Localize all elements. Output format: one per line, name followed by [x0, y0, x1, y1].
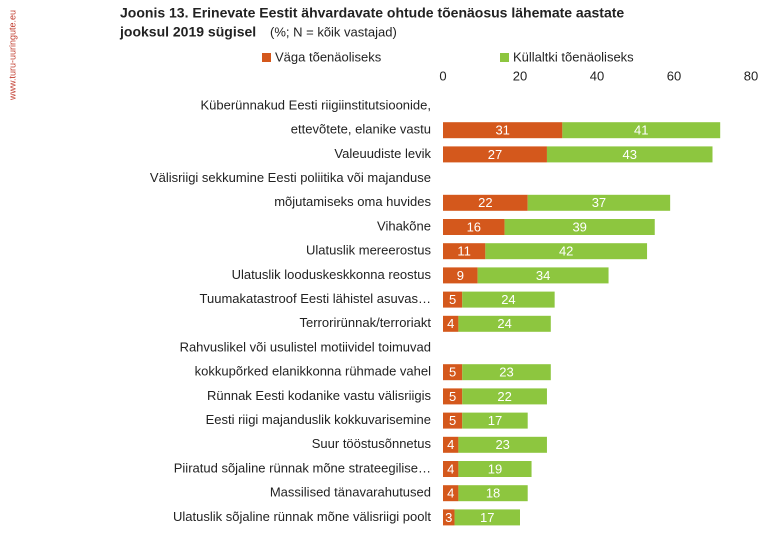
x-tick-label: 0: [439, 68, 446, 83]
value-label: 41: [634, 123, 648, 138]
chart-subtitle: (%; N = kõik vastajad): [270, 24, 397, 39]
bar-segment: [443, 194, 528, 211]
x-tick-label: 80: [744, 68, 758, 83]
bar-segment: [527, 194, 671, 211]
value-label: 37: [592, 195, 606, 210]
value-label: 39: [572, 219, 586, 234]
value-label: 11: [457, 244, 471, 259]
bar-segment: [443, 122, 563, 139]
category-label: Ulatuslik sõjaline rünnak mõne välisriig…: [173, 509, 431, 524]
x-tick-label: 60: [667, 68, 681, 83]
bar-segment: [443, 243, 486, 260]
bar-segment: [458, 436, 547, 453]
legend-swatch: [500, 53, 509, 62]
bar-segment: [443, 219, 505, 235]
bar-segment: [462, 291, 555, 308]
legend-swatch: [262, 53, 271, 62]
value-label: 19: [488, 461, 502, 476]
bar-segment: [454, 509, 520, 526]
value-label: 22: [478, 195, 492, 210]
bar-segment: [458, 461, 532, 477]
bar-segment: [443, 267, 478, 284]
bar-segment: [546, 146, 713, 163]
bar-segment: [443, 412, 463, 429]
category-label: mõjutamiseks oma huvides: [274, 194, 431, 209]
value-label: 4: [447, 461, 454, 476]
value-label: 17: [488, 413, 502, 428]
value-label: 42: [559, 244, 573, 259]
value-label: 23: [499, 365, 513, 380]
bar-segment: [477, 267, 609, 284]
bar-segment: [458, 485, 528, 502]
category-label: Terrorirünnak/terroriakt: [300, 315, 432, 330]
bar-segment: [443, 485, 459, 502]
bar-segment: [443, 388, 463, 405]
bar-segment: [443, 291, 463, 308]
value-label: 5: [449, 413, 456, 428]
value-label: 34: [536, 268, 550, 283]
value-label: 31: [495, 123, 509, 138]
bar-segment: [443, 315, 459, 332]
bar-segment: [462, 364, 551, 381]
value-label: 5: [449, 365, 456, 380]
bar-segment: [562, 122, 721, 139]
value-label: 24: [501, 292, 515, 307]
chart-title: Joonis 13. Erinevate Eestit ähvardavate …: [120, 5, 624, 21]
value-label: 22: [497, 389, 511, 404]
watermark: www.turu-uuringute.eu: [7, 10, 17, 101]
bar-segment: [458, 315, 551, 332]
category-label: kokkupõrked elanikkonna rühmade vahel: [195, 364, 431, 379]
value-label: 16: [467, 219, 481, 234]
value-label: 43: [622, 147, 636, 162]
value-label: 3: [445, 510, 452, 525]
legend-label: Väga tõenäoliseks: [275, 49, 382, 64]
category-label: Välisriigi sekkumine Eesti poliitika või…: [150, 170, 431, 185]
bar-segment: [485, 243, 648, 260]
category-label: Eesti riigi majanduslik kokkuvarisemine: [206, 412, 431, 427]
value-label: 4: [447, 486, 454, 501]
category-label: Suur tööstusõnnetus: [312, 436, 432, 451]
value-label: 17: [480, 510, 494, 525]
value-label: 27: [488, 147, 502, 162]
value-label: 5: [449, 292, 456, 307]
x-tick-label: 40: [590, 68, 604, 83]
value-label: 24: [497, 316, 511, 331]
category-label: Massilised tänavarahutused: [270, 485, 431, 500]
bar-segment: [504, 219, 655, 235]
legend-label: Küllaltki tõenäoliseks: [513, 49, 634, 64]
category-label: ettevõtete, elanike vastu: [291, 122, 431, 137]
category-label: Valeuudiste levik: [334, 146, 431, 161]
category-label: Küberünnakud Eesti riigiinstitutsioonide…: [200, 97, 431, 112]
value-label: 9: [457, 268, 464, 283]
category-label: Vihakõne: [377, 218, 431, 233]
bar-segment: [443, 436, 459, 453]
bar-segment: [443, 509, 455, 526]
category-label: Ulatuslik mereerostus: [306, 243, 431, 258]
bar-segment: [462, 412, 528, 429]
bar-segment: [443, 461, 459, 477]
value-label: 5: [449, 389, 456, 404]
bar-segment: [443, 146, 547, 163]
bar-segment: [462, 388, 547, 405]
category-label: Rünnak Eesti kodanike vastu välisriigis: [207, 388, 431, 403]
category-label: Rahvuslikel või usulistel motiividel toi…: [180, 339, 431, 354]
chart-title: jooksul 2019 sügisel: [119, 24, 256, 40]
value-label: 4: [447, 437, 454, 452]
category-label: Tuumakatastroof Eesti lähistel asuvas…: [200, 291, 431, 306]
value-label: 18: [486, 486, 500, 501]
bar-segment: [443, 364, 463, 381]
category-label: Ulatuslik looduskeskkonna reostus: [232, 267, 432, 282]
value-label: 23: [495, 437, 509, 452]
category-label: Piiratud sõjaline rünnak mõne strateegil…: [174, 460, 431, 475]
x-tick-label: 20: [513, 68, 527, 83]
value-label: 4: [447, 316, 454, 331]
